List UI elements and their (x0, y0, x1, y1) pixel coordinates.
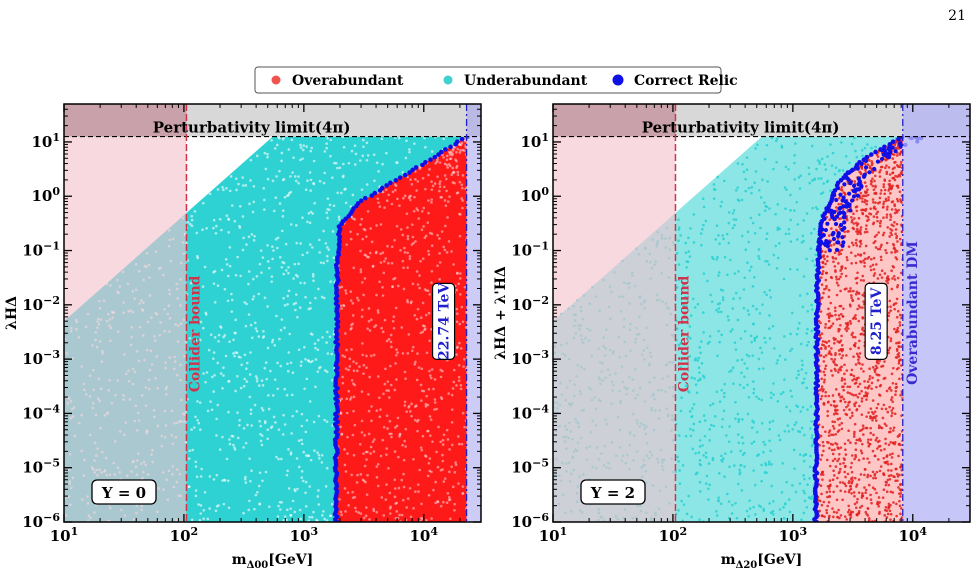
collider-bound-label: Collider bound (676, 275, 692, 392)
hypercharge-label: Y = 0 (101, 484, 146, 502)
relic-limit-label-box (431, 282, 456, 360)
y-tick-label: 10−5 (511, 457, 549, 477)
double-excluded-region (553, 104, 676, 137)
hypercharge-label: Y = 2 (590, 484, 635, 502)
y-tick-label: 100 (520, 185, 549, 205)
perturbativity-label: Perturbativity limit(4π) (642, 119, 840, 137)
y-tick-label: 10−2 (511, 294, 549, 314)
y-tick-label: 10−3 (511, 348, 549, 368)
collider-bound-label: Collider bound (187, 275, 203, 392)
y-tick-label: 100 (31, 185, 60, 205)
x-tick-label: 104 (899, 525, 928, 545)
hypercharge-box (580, 479, 646, 505)
x-tick-label: 104 (410, 525, 439, 545)
scatter-panel-y2: 101 102 103 10410−610−510−410−310−210−11001… (493, 103, 971, 571)
perturbativity-label: Perturbativity limit(4π) (153, 119, 351, 137)
relic-limit-label: 8.25 TeV (869, 286, 885, 355)
plot-area (64, 104, 481, 522)
legend-label: Underabundant (464, 73, 588, 89)
collider-excluded-region (553, 136, 676, 522)
overabundant-dm-band (902, 104, 970, 522)
x-tick-label: 101 (539, 525, 568, 545)
overabundant-dm-label: Overabundant DM (905, 241, 921, 385)
x-axis-label: mΔ20[GeV] (721, 552, 803, 571)
relic-limit-label-box (864, 282, 888, 360)
legend-label: Overabundant (292, 73, 404, 89)
plot-area (553, 104, 970, 522)
y-axis-label: λHΔ (4, 296, 20, 330)
relic-limit-label-group: 22.74 TeV (431, 282, 456, 360)
relic-limit-label-group: 8.25 TeV (864, 282, 888, 360)
x-axis-label: mΔ00[GeV] (232, 552, 314, 571)
relic-limit-label: 22.74 TeV (437, 282, 453, 360)
page-number: 21 (948, 8, 966, 24)
y-tick-label: 10−4 (22, 402, 60, 422)
y-tick-label: 101 (520, 131, 549, 151)
y-tick-label: 10−2 (22, 294, 60, 314)
collider-excluded-region (64, 136, 187, 522)
correct-relic-points (332, 134, 470, 522)
x-tick-label: 102 (170, 525, 199, 545)
y-tick-label: 10−1 (22, 240, 60, 260)
x-tick-label: 101 (50, 525, 79, 545)
legend-marker-correct-relic (612, 74, 624, 86)
x-tick-label: 102 (659, 525, 688, 545)
x-tick-label: 103 (290, 525, 319, 545)
scatter-panel-y0: 101 102 103 10410−610−510−410−310−210−11001… (4, 103, 482, 571)
legend-marker-underabundant (443, 75, 453, 85)
y-tick-label: 10−4 (511, 402, 549, 422)
y-axis-label: λHΔ + λ'HΔ (493, 266, 509, 360)
correct-relic-points (812, 134, 924, 522)
x-tick-label: 103 (779, 525, 808, 545)
double-excluded-region (64, 104, 187, 137)
legend-marker-overabundant (271, 75, 281, 85)
y-tick-label: 101 (31, 131, 60, 151)
y-tick-label: 10−5 (22, 457, 60, 477)
legend: Overabundant Underabundant Correct Relic (254, 66, 738, 94)
hypercharge-box (91, 479, 157, 505)
overabundant-region (335, 136, 467, 522)
legend-box (254, 66, 722, 94)
y-tick-label: 10−1 (511, 240, 549, 260)
y-tick-label: 10−3 (22, 348, 60, 368)
legend-label: Correct Relic (634, 73, 738, 89)
